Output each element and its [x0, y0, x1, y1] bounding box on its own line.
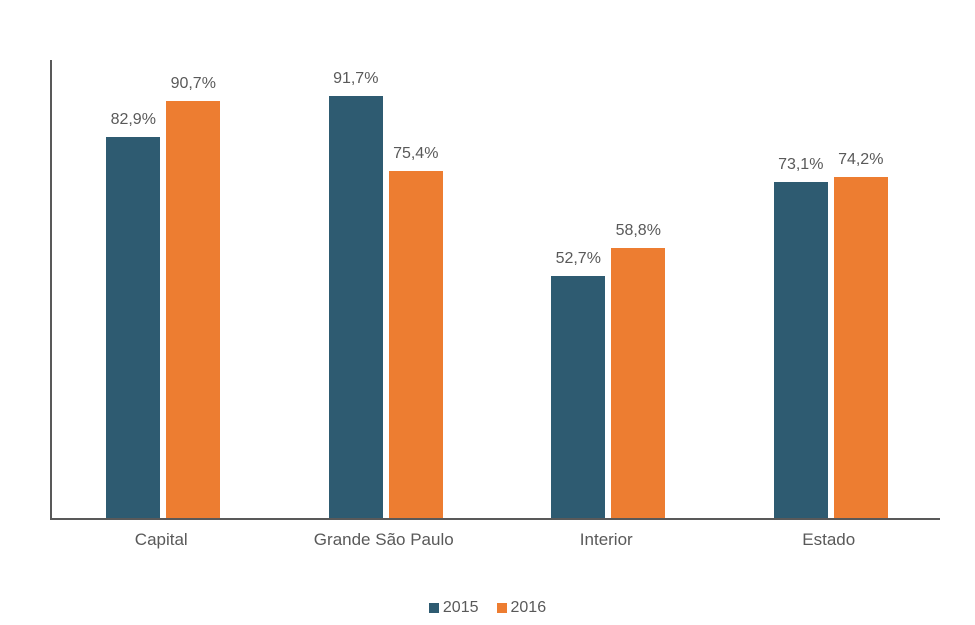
bar [389, 171, 443, 518]
legend-item: 2016 [497, 599, 547, 617]
bar [774, 182, 828, 518]
legend-swatch [497, 603, 507, 613]
bar-group: 73,1%74,2% [720, 60, 943, 518]
legend-item: 2015 [429, 599, 479, 617]
bar-group: 82,9%90,7% [52, 60, 275, 518]
bar [551, 276, 605, 518]
legend-swatch [429, 603, 439, 613]
bar-group: 91,7% 75,4% [275, 60, 498, 518]
bar-value-label: 74,2% [811, 151, 911, 169]
bar [834, 177, 888, 518]
bar-chart: 82,9%90,7% 91,7% 75,4% 52,7%58,8%73,1%74,2%… [50, 20, 940, 560]
bar [106, 137, 160, 518]
bar-value-label: 75,4% [366, 145, 466, 163]
bar-value-label: 91,7% [306, 70, 406, 88]
category-label: Estado [802, 530, 855, 550]
legend: 2015 2016 [0, 599, 975, 617]
legend-label: 2016 [511, 599, 547, 617]
bar [166, 101, 220, 518]
category-label: Capital [135, 530, 188, 550]
bar-group: 52,7%58,8% [497, 60, 720, 518]
plot-area: 82,9%90,7% 91,7% 75,4% 52,7%58,8%73,1%74,2% [50, 60, 940, 520]
bar-value-label: 58,8% [588, 222, 688, 240]
bar [611, 248, 665, 518]
bar-value-label: 90,7% [143, 75, 243, 93]
legend-label: 2015 [443, 599, 479, 617]
category-label: Interior [580, 530, 633, 550]
category-label: Grande São Paulo [314, 530, 454, 550]
